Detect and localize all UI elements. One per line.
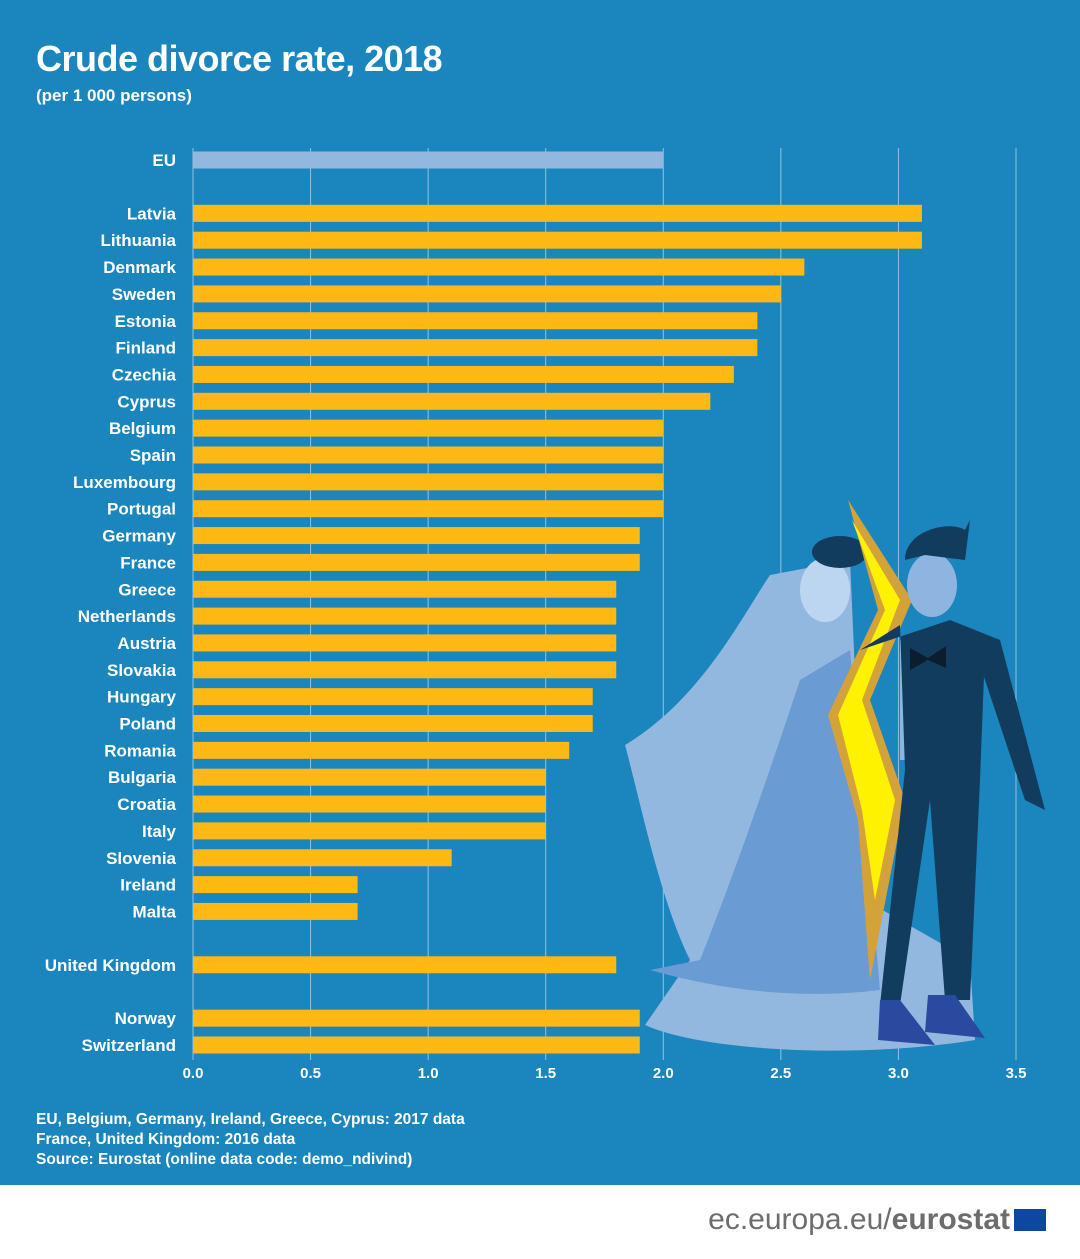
category-label: Finland	[116, 339, 176, 358]
bar-cyprus	[193, 392, 711, 410]
category-label: France	[120, 553, 176, 572]
couple-illustration	[625, 500, 1045, 1051]
bar-slovenia	[193, 849, 452, 867]
bar-norway	[193, 1009, 640, 1027]
bar-france	[193, 553, 640, 571]
category-label: Ireland	[120, 876, 176, 895]
footer-domain: ec.europa.eu/	[708, 1203, 892, 1236]
category-label: Switzerland	[82, 1036, 176, 1055]
bar-poland	[193, 715, 593, 732]
category-label: Germany	[102, 527, 176, 546]
category-label: EU	[152, 151, 176, 170]
bar-estonia	[193, 312, 758, 330]
category-label: Croatia	[117, 795, 176, 814]
category-label: Austria	[117, 634, 176, 653]
x-tick-label: 2.5	[770, 1065, 791, 1082]
bar-austria	[193, 634, 617, 652]
bar-lithuania	[193, 231, 922, 249]
footnote: EU, Belgium, Germany, Ireland, Greece, C…	[36, 1111, 465, 1128]
bar-italy	[193, 822, 546, 840]
bar-eu	[193, 151, 664, 169]
x-tick-label: 0.5	[300, 1065, 321, 1082]
footer-brand: eurostat	[891, 1203, 1010, 1236]
category-label: Poland	[119, 715, 176, 734]
bar-ireland	[193, 876, 358, 894]
bar-slovakia	[193, 661, 617, 679]
bar-luxembourg	[193, 473, 664, 491]
bar-bulgaria	[193, 768, 546, 786]
eu-flag-icon	[1014, 1209, 1046, 1231]
bar-greece	[193, 580, 617, 598]
category-label: Italy	[142, 822, 177, 841]
bar-malta	[193, 902, 358, 920]
bar-sweden	[193, 285, 781, 303]
category-label: Spain	[130, 446, 176, 465]
bar-belgium	[193, 419, 664, 437]
category-label: Portugal	[107, 500, 176, 519]
category-label: Hungary	[107, 688, 177, 707]
category-label: Slovenia	[106, 849, 176, 868]
bar-chart: 0.0 0.5 1.0 1.5 2.0 2.5 3.0 3.5 EU Latvia Lithuani…	[45, 148, 1045, 1082]
bar-spain	[193, 446, 664, 464]
category-label: Bulgaria	[108, 768, 177, 787]
footnotes: EU, Belgium, Germany, Ireland, Greece, C…	[36, 1110, 465, 1170]
bar-czechia	[193, 365, 734, 383]
category-label: Belgium	[109, 419, 176, 438]
bar-hungary	[193, 688, 593, 706]
bar-germany	[193, 527, 640, 545]
x-tick-label: 2.0	[653, 1065, 674, 1082]
category-label: Czechia	[112, 365, 177, 384]
chart-subtitle: (per 1 000 persons)	[36, 86, 192, 105]
x-tick-label: 3.5	[1006, 1065, 1027, 1082]
category-label: Norway	[115, 1009, 177, 1028]
category-label: Sweden	[112, 285, 176, 304]
chart-title: Crude divorce rate, 2018	[36, 38, 443, 79]
bar-latvia	[193, 204, 922, 222]
bar-croatia	[193, 795, 546, 813]
bar-united-kingdom	[193, 956, 617, 974]
bar-switzerland	[193, 1036, 640, 1054]
category-label: Cyprus	[117, 392, 176, 411]
category-label: United Kingdom	[45, 956, 176, 975]
category-label: Lithuania	[100, 231, 176, 250]
footnote: France, United Kingdom: 2016 data	[36, 1131, 296, 1148]
category-label: Latvia	[127, 204, 177, 223]
category-label: Greece	[118, 580, 176, 599]
bar-portugal	[193, 500, 664, 518]
bars	[193, 151, 922, 1054]
category-label: Luxembourg	[73, 473, 176, 492]
x-tick-label: 1.5	[535, 1065, 556, 1082]
source-note: Source: Eurostat (online data code: demo…	[36, 1151, 413, 1168]
x-tick-label: 0.0	[183, 1065, 204, 1082]
eurostat-footer: ec.europa.eu/eurostat	[708, 1203, 1046, 1237]
category-label: Denmark	[103, 258, 176, 277]
bar-romania	[193, 741, 570, 759]
x-tick-label: 1.0	[418, 1065, 439, 1082]
category-label: Malta	[133, 902, 177, 921]
category-label: Romania	[104, 741, 176, 760]
bar-finland	[193, 339, 758, 357]
bar-netherlands	[193, 607, 617, 625]
bar-denmark	[193, 258, 805, 276]
category-label: Netherlands	[78, 607, 176, 626]
category-label: Estonia	[115, 312, 177, 331]
category-label: Slovakia	[107, 661, 177, 680]
chart-panel: Crude divorce rate, 2018 (per 1 000 pers…	[0, 0, 1080, 1185]
x-tick-label: 3.0	[888, 1065, 909, 1082]
